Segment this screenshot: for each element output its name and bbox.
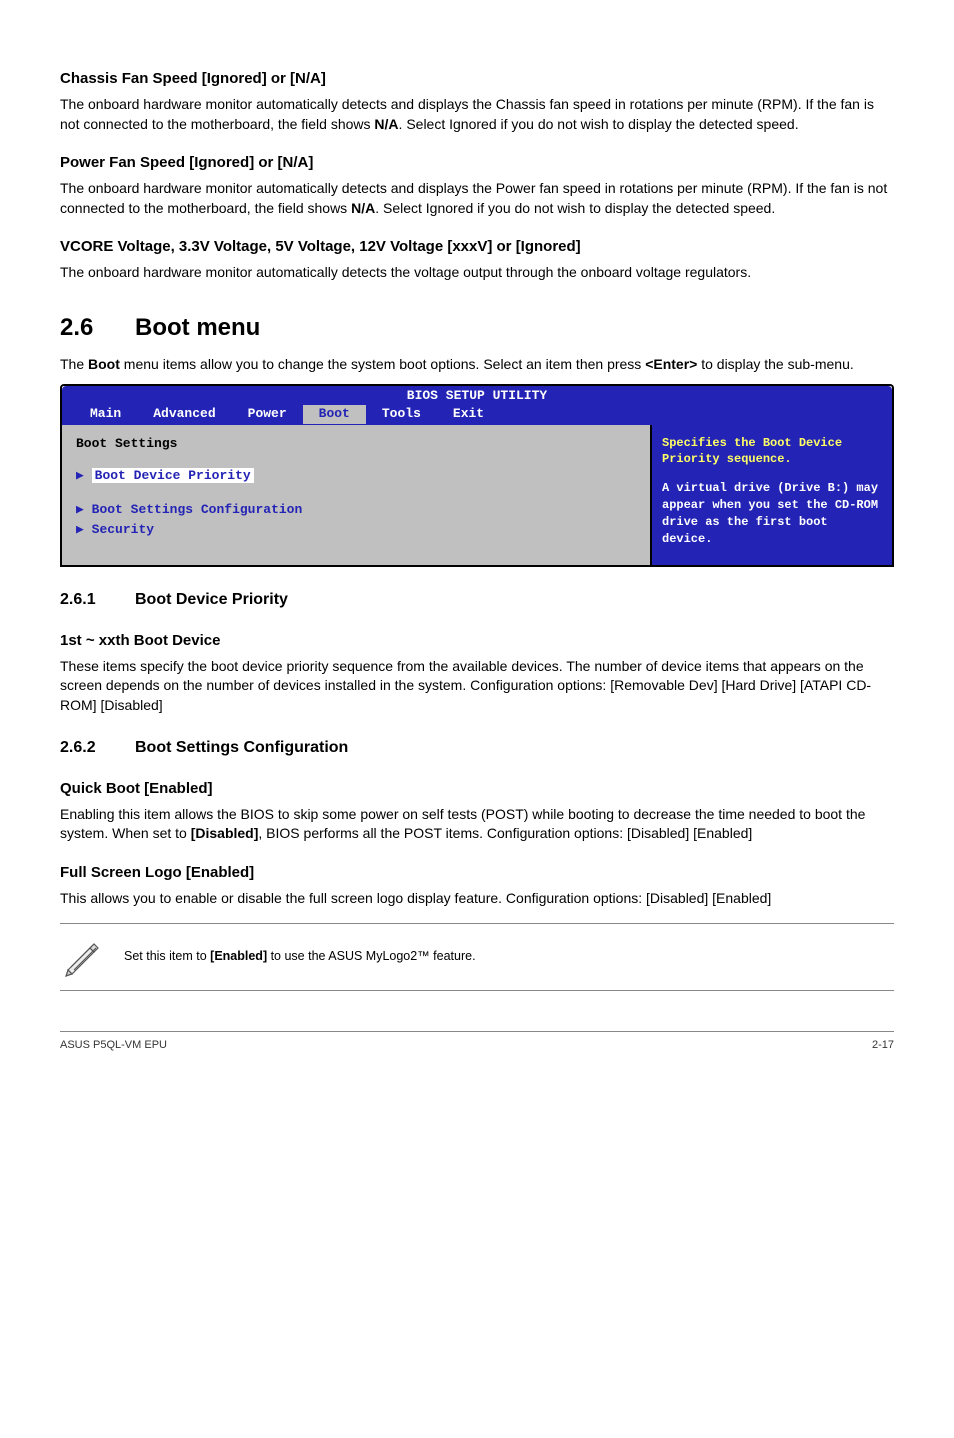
note-box: Set this item to [Enabled] to use the AS…	[60, 923, 894, 991]
page-footer: ASUS P5QL-VM EPU 2-17	[60, 1031, 894, 1053]
subsection-name: Boot Device Priority	[135, 591, 288, 608]
text: . Select Ignored if you do not wish to d…	[399, 116, 799, 132]
text-bold: <Enter>	[645, 356, 697, 372]
triangle-icon: ▶	[76, 502, 92, 517]
section-2-6-intro: The Boot menu items allow you to change …	[60, 355, 894, 375]
section-2-6-title: 2.6Boot menu	[60, 311, 894, 345]
footer-left: ASUS P5QL-VM EPU	[60, 1038, 167, 1053]
subsection-name: Boot Settings Configuration	[135, 739, 348, 756]
bios-tab-power: Power	[232, 405, 303, 423]
text-bold: N/A	[351, 200, 375, 216]
heading-boot-device: 1st ~ xxth Boot Device	[60, 630, 894, 651]
para-power-fan: The onboard hardware monitor automatical…	[60, 179, 894, 218]
text-bold: N/A	[374, 116, 398, 132]
triangle-icon: ▶	[76, 468, 92, 483]
bios-item: ▶ Security	[76, 521, 636, 539]
para-vcore: The onboard hardware monitor automatical…	[60, 263, 894, 283]
text: to display the sub-menu.	[697, 356, 853, 372]
bios-tab-advanced: Advanced	[137, 405, 231, 423]
bios-tab-tools: Tools	[366, 405, 437, 423]
text-bold: Boot	[88, 356, 120, 372]
heading-quick-boot: Quick Boot [Enabled]	[60, 778, 894, 799]
para-full-screen-logo: This allows you to enable or disable the…	[60, 889, 894, 909]
section-name: Boot menu	[135, 314, 260, 341]
text: The	[60, 356, 88, 372]
para-chassis-fan: The onboard hardware monitor automatical…	[60, 95, 894, 134]
text: , BIOS performs all the POST items. Conf…	[258, 825, 752, 841]
bios-title: BIOS SETUP UTILITY	[62, 387, 892, 405]
bios-tab-main: Main	[74, 405, 137, 423]
bios-help-primary: Specifies the Boot Device Priority seque…	[662, 435, 882, 469]
bios-item-label: Security	[92, 522, 154, 537]
bios-screenshot: BIOS SETUP UTILITY MainAdvancedPowerBoot…	[60, 384, 894, 567]
heading-vcore: VCORE Voltage, 3.3V Voltage, 5V Voltage,…	[60, 236, 894, 257]
bios-item-label: Boot Device Priority	[92, 468, 254, 483]
bios-left-header: Boot Settings	[76, 435, 636, 453]
heading-power-fan: Power Fan Speed [Ignored] or [N/A]	[60, 152, 894, 173]
para-boot-device: These items specify the boot device prio…	[60, 657, 894, 716]
bios-item: ▶ Boot Settings Configuration	[76, 501, 636, 519]
text: menu items allow you to change the syste…	[120, 356, 645, 372]
pencil-icon	[60, 936, 102, 978]
subsection-2-6-1-title: 2.6.1Boot Device Priority	[60, 589, 894, 611]
text-bold: [Disabled]	[191, 825, 259, 841]
bios-item-label: Boot Settings Configuration	[92, 502, 303, 517]
triangle-icon: ▶	[76, 522, 92, 537]
text: to use the ASUS MyLogo2™ feature.	[267, 949, 475, 963]
bios-tab-exit: Exit	[437, 405, 500, 423]
bios-item: ▶ Boot Device Priority	[76, 467, 636, 485]
text: Set this item to	[124, 949, 210, 963]
text-bold: [Enabled]	[210, 949, 267, 963]
text: . Select Ignored if you do not wish to d…	[375, 200, 775, 216]
bios-tab-boot: Boot	[303, 405, 366, 423]
section-num: 2.6	[60, 311, 135, 345]
subsection-num: 2.6.1	[60, 589, 135, 611]
footer-right: 2-17	[872, 1038, 894, 1053]
subsection-2-6-2-title: 2.6.2Boot Settings Configuration	[60, 737, 894, 759]
subsection-num: 2.6.2	[60, 737, 135, 759]
note-text: Set this item to [Enabled] to use the AS…	[124, 948, 476, 966]
para-quick-boot: Enabling this item allows the BIOS to sk…	[60, 805, 894, 844]
bios-help-secondary: A virtual drive (Drive B:) may appear wh…	[662, 480, 882, 547]
heading-full-screen-logo: Full Screen Logo [Enabled]	[60, 862, 894, 883]
heading-chassis-fan: Chassis Fan Speed [Ignored] or [N/A]	[60, 68, 894, 89]
